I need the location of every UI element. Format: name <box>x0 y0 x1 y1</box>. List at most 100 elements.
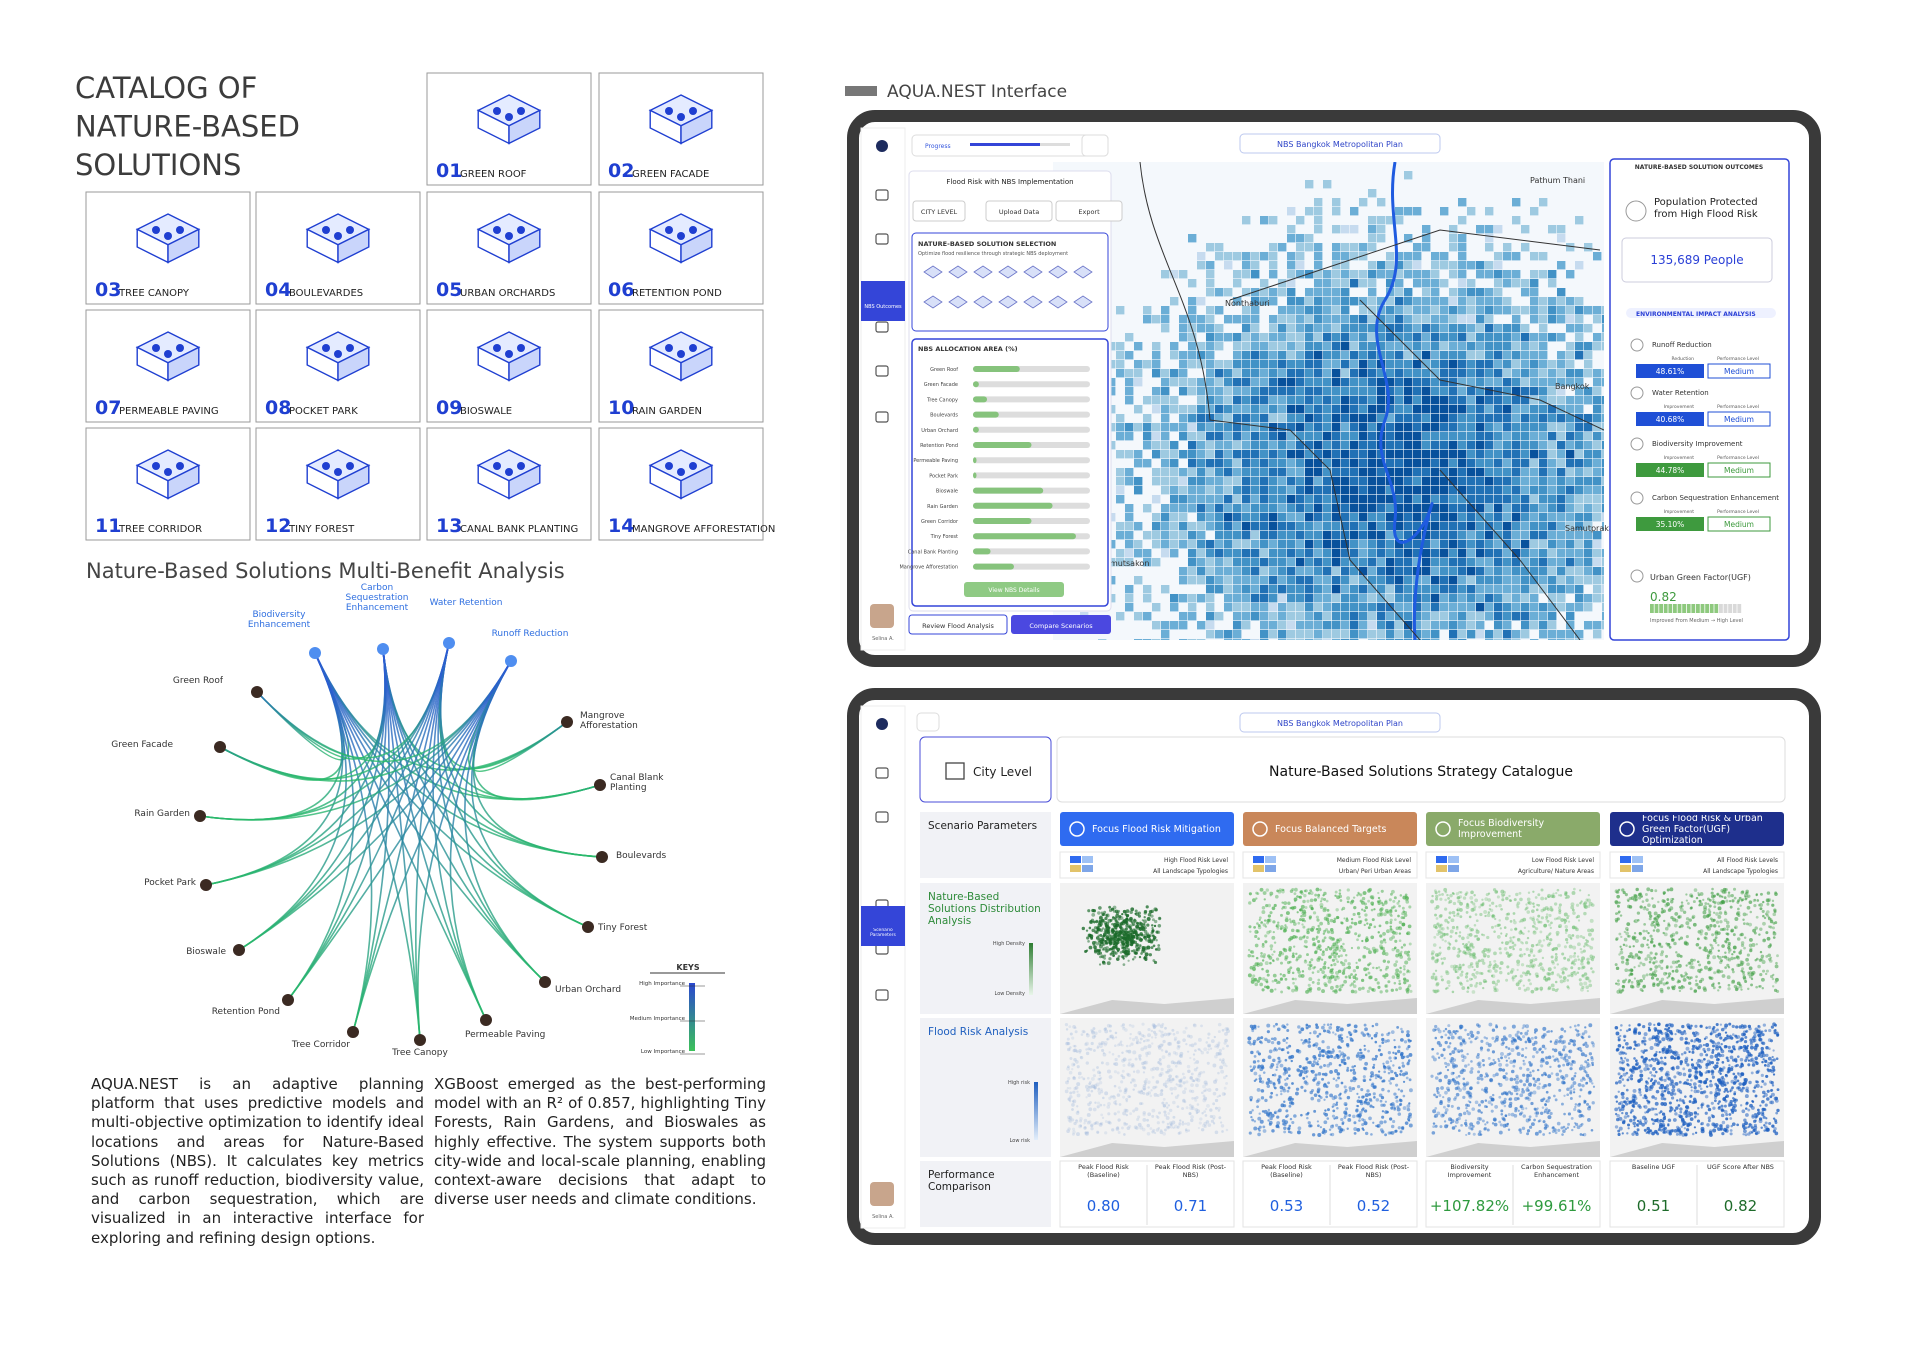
map-dot <box>1305 989 1309 994</box>
map-cell <box>1422 306 1431 315</box>
map-cell <box>1350 387 1359 396</box>
scenario-title[interactable]: Focus Balanced Targets <box>1275 823 1387 835</box>
scenario-header[interactable] <box>1243 812 1417 846</box>
map-dot <box>1114 1062 1119 1067</box>
map-cell <box>1530 279 1539 288</box>
scenario-header[interactable] <box>1060 812 1234 846</box>
nbs-option[interactable] <box>1048 265 1068 279</box>
map-dot <box>1111 948 1115 952</box>
map-cell <box>1386 378 1395 387</box>
map-cell <box>1449 558 1458 567</box>
nbs-option[interactable] <box>998 265 1018 279</box>
sidebar-icon[interactable] <box>875 811 889 823</box>
map-dot <box>1293 892 1297 896</box>
map-dot <box>1273 903 1277 908</box>
map-cell <box>1449 315 1458 324</box>
button-label[interactable]: Review Flood Analysis <box>922 622 994 630</box>
map-cell <box>1152 540 1161 549</box>
action-button[interactable] <box>908 614 1008 635</box>
sidebar-icon[interactable] <box>875 189 889 201</box>
sidebar-icon[interactable] <box>875 365 889 377</box>
map-cell <box>1422 315 1431 324</box>
map-cell <box>1467 405 1476 414</box>
map-cell <box>1179 405 1188 414</box>
nbs-option[interactable] <box>923 295 943 309</box>
search-button[interactable] <box>916 712 940 732</box>
map-dot <box>1307 927 1311 931</box>
tile-icon <box>505 113 513 121</box>
map-cell <box>1575 603 1584 612</box>
button-label[interactable]: Compare Scenarios <box>1029 622 1093 630</box>
map-cell <box>1422 504 1431 513</box>
map-dot <box>1085 949 1089 952</box>
button-label[interactable]: Export <box>1078 208 1100 216</box>
button[interactable] <box>912 200 966 222</box>
map-cell <box>1602 558 1604 567</box>
sidebar-icon[interactable] <box>875 411 889 423</box>
map-cell <box>1530 414 1539 423</box>
map-dot <box>1303 960 1308 964</box>
nbs-option[interactable] <box>973 295 993 309</box>
button[interactable] <box>985 200 1053 222</box>
map-dot <box>1299 908 1303 912</box>
level-box[interactable] <box>919 736 1052 803</box>
map-cell <box>1251 414 1260 423</box>
scenario-title[interactable]: Focus Flood Risk Mitigation <box>1092 823 1221 835</box>
map-dot <box>1157 1060 1162 1065</box>
map-dot <box>1102 1052 1107 1057</box>
nbs-option[interactable] <box>973 265 993 279</box>
map-cell <box>1548 297 1557 306</box>
map-dot <box>1170 1060 1175 1065</box>
nbs-option[interactable] <box>1073 295 1093 309</box>
map-cell <box>1440 549 1449 558</box>
description-box: XGBoost emerged as the best-performing m… <box>434 1075 766 1208</box>
map-cell <box>1458 216 1467 225</box>
search-button[interactable] <box>1081 134 1109 157</box>
map-cell <box>1332 630 1341 639</box>
boundary <box>1139 162 1604 640</box>
nbs-option[interactable] <box>948 265 968 279</box>
map-cell <box>1368 279 1377 288</box>
map-dot <box>1342 969 1346 973</box>
map-cell <box>1503 414 1512 423</box>
map-cell <box>1350 504 1359 513</box>
map-dot <box>1100 911 1104 915</box>
map-cell <box>1512 315 1521 324</box>
button-label[interactable]: CITY LEVEL <box>921 208 958 216</box>
nbs-option[interactable] <box>1023 295 1043 309</box>
sidebar-icon[interactable] <box>875 233 889 245</box>
nbs-option[interactable] <box>1048 295 1068 309</box>
button-label[interactable]: Upload Data <box>999 208 1039 216</box>
map-dot <box>1223 1092 1226 1096</box>
nbs-option[interactable] <box>1073 265 1093 279</box>
button-label[interactable]: View NBS Details <box>988 587 1039 594</box>
map-cell <box>1350 549 1359 558</box>
view-button[interactable] <box>964 582 1064 597</box>
nbs-option[interactable] <box>998 295 1018 309</box>
map-cell <box>1296 468 1305 477</box>
map-cell <box>1206 288 1215 297</box>
map-cell <box>1359 486 1368 495</box>
map-cell <box>1269 369 1278 378</box>
map-cell <box>1386 540 1395 549</box>
nbs-option[interactable] <box>923 265 943 279</box>
map-cell <box>1287 603 1296 612</box>
nbs-option[interactable] <box>1023 265 1043 279</box>
sidebar-icon[interactable] <box>875 321 889 333</box>
action-button[interactable] <box>1011 615 1111 634</box>
map-dot <box>1378 924 1382 928</box>
map-dot <box>1133 1083 1137 1088</box>
map-cell <box>1125 387 1134 396</box>
map-dot <box>1264 925 1268 928</box>
map-dot <box>1184 1026 1188 1030</box>
map-dot <box>1259 887 1264 892</box>
sidebar-icon[interactable] <box>875 767 889 779</box>
map-dot <box>1162 1097 1166 1101</box>
nbs-option[interactable] <box>948 295 968 309</box>
tile-name: POCKET PARK <box>289 406 358 417</box>
map-dot <box>1217 1106 1221 1111</box>
button[interactable] <box>1055 200 1123 222</box>
map-dot <box>1247 1036 1252 1041</box>
map-dot <box>1293 945 1296 948</box>
sidebar-icon[interactable] <box>875 989 889 1001</box>
